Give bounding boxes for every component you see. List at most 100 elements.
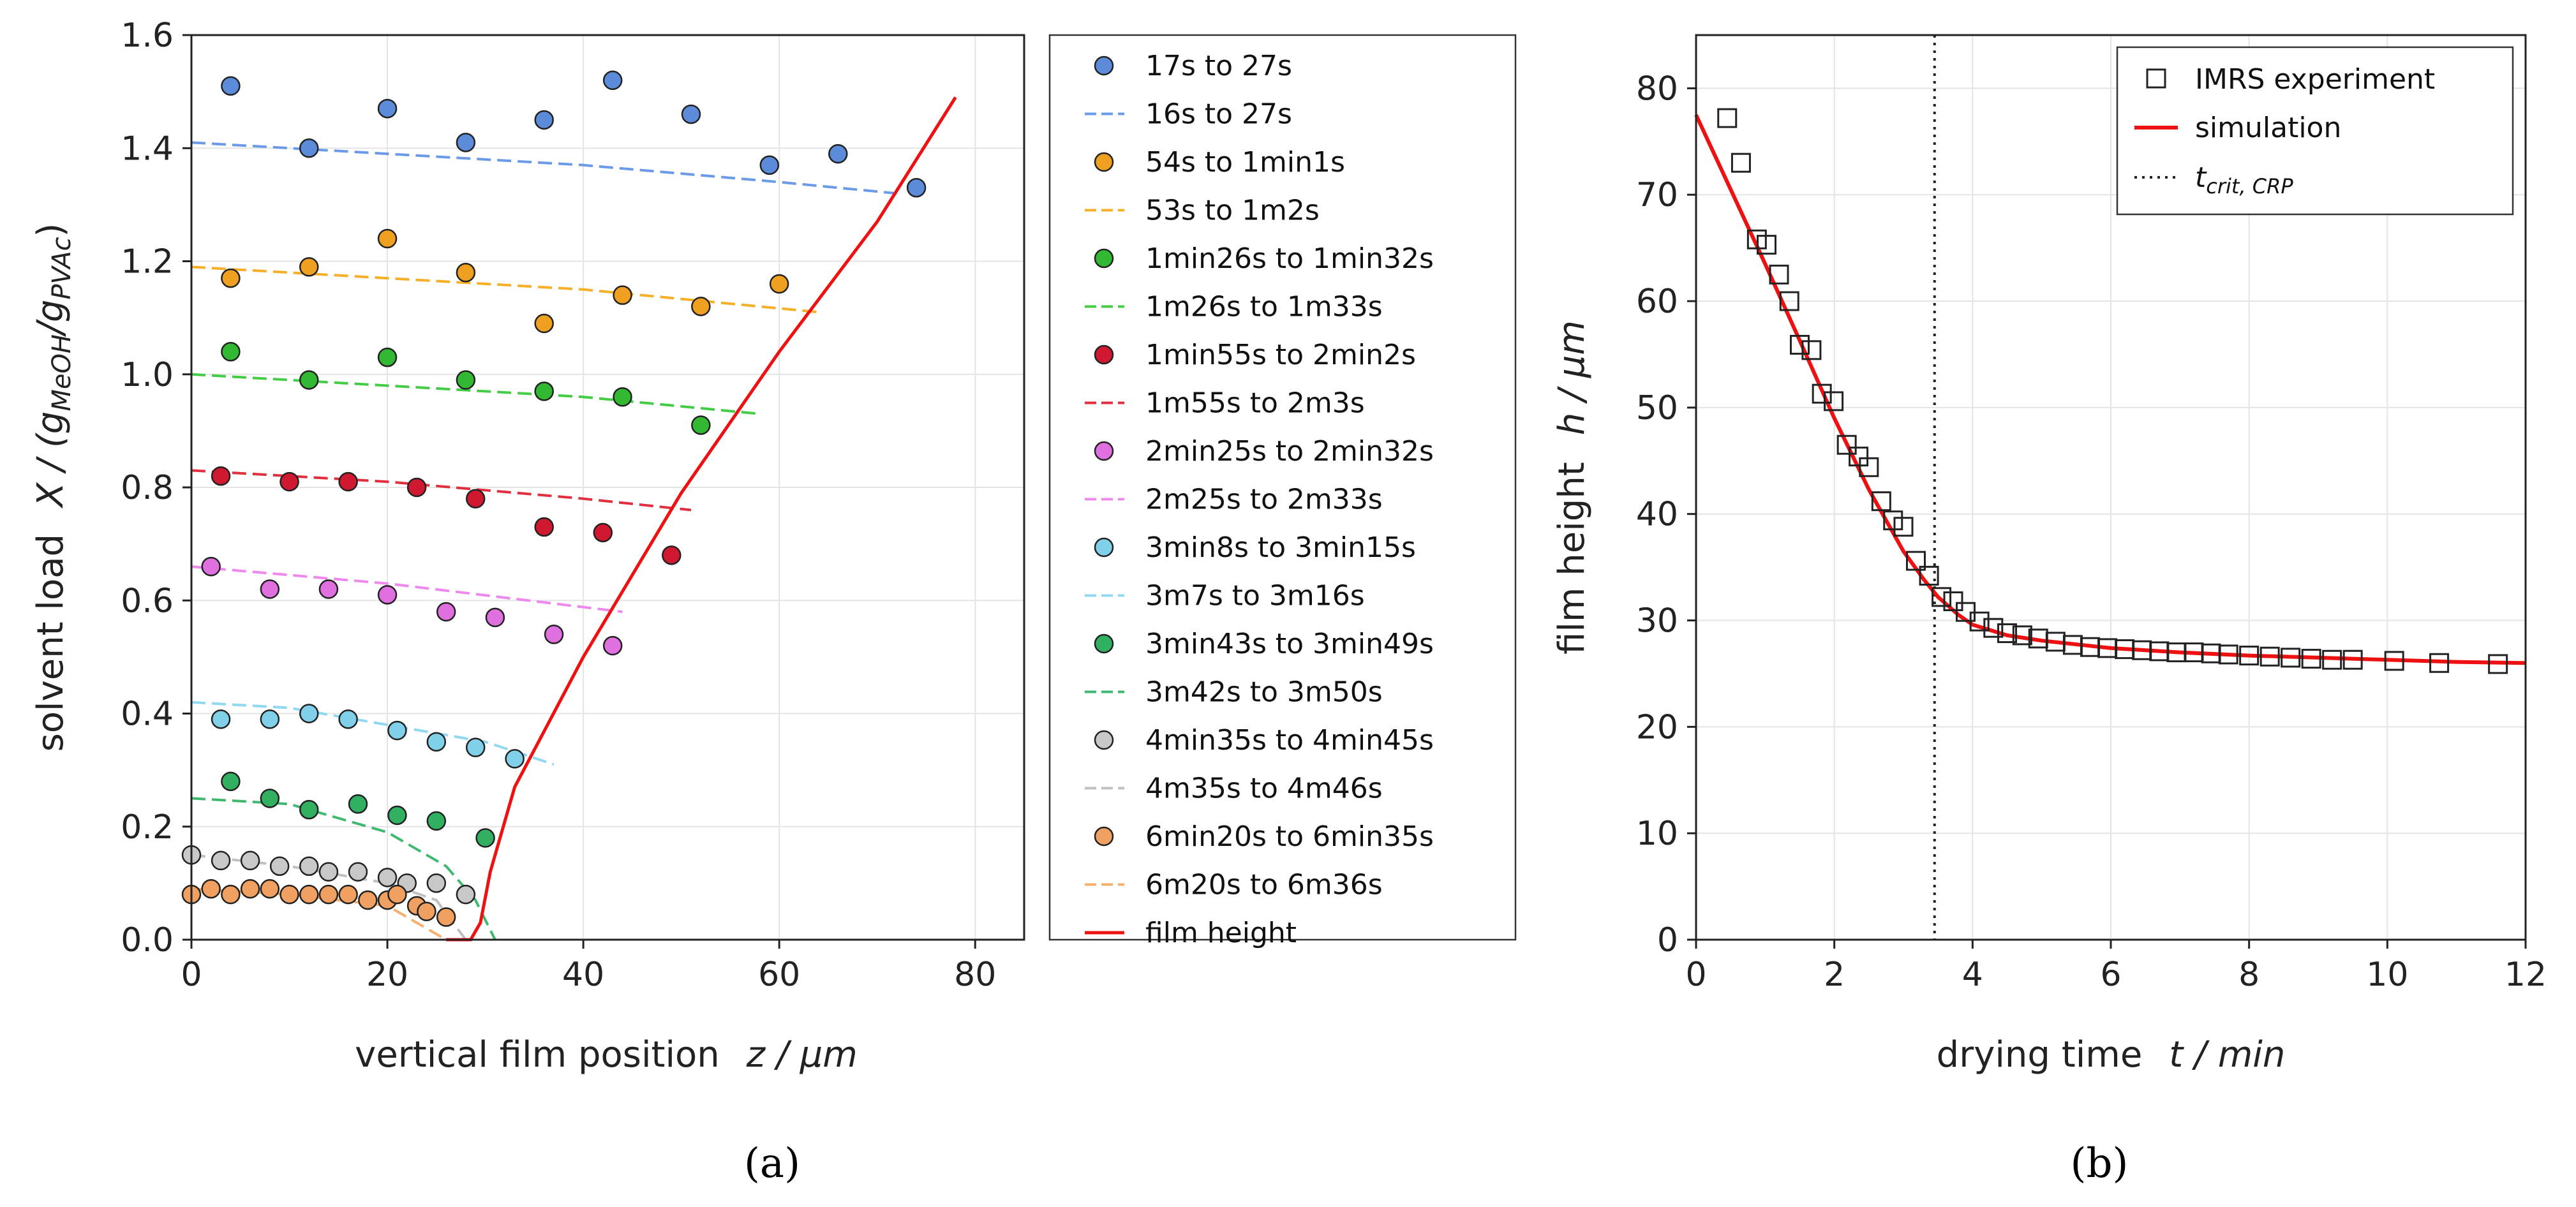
experiment-point: [1983, 618, 2004, 638]
simulated-profile-line: [191, 141, 897, 195]
legend-label: 4min35s to 4min45s: [1145, 724, 1434, 757]
panel-label-a: (a): [744, 1140, 800, 1187]
legend-label: 4m35s to 4m46s: [1145, 773, 1383, 805]
legend-label: 2m25s to 2m33s: [1145, 484, 1383, 516]
legend-marker: [1094, 344, 1114, 365]
experiment-point: [2281, 648, 2301, 668]
measured-point: [348, 794, 368, 814]
measured-point: [662, 545, 681, 565]
simulated-profile-line: [191, 373, 760, 415]
measured-point: [456, 262, 476, 283]
x-tick-label: 8: [2238, 956, 2260, 994]
legend-label: simulation: [2195, 112, 2341, 144]
experiment-point: [2322, 649, 2342, 670]
measured-point: [260, 878, 280, 899]
y-tick-label: 20: [1636, 708, 1678, 746]
experiment-point: [1824, 391, 1844, 411]
measured-point: [426, 732, 447, 752]
panel-label-b: (b): [2071, 1140, 2129, 1187]
legend-marker: [1094, 633, 1114, 654]
legend-label: 6min20s to 6min35s: [1145, 820, 1434, 853]
measured-point: [201, 878, 221, 899]
chart-b-ylabel: film heighth / μm: [1551, 320, 1593, 655]
measured-point: [358, 890, 378, 910]
measured-point: [387, 805, 407, 826]
measured-point: [426, 873, 447, 893]
x-tick-label: 0: [181, 956, 202, 994]
measured-point: [338, 709, 358, 729]
measured-point: [377, 98, 398, 119]
measured-point: [299, 138, 319, 158]
y-tick-label: 40: [1636, 496, 1678, 534]
chart-a-series: [181, 70, 957, 942]
experiment-point: [1790, 334, 1810, 355]
measured-point: [465, 737, 486, 757]
experiment-point: [2384, 651, 2404, 671]
measured-point: [534, 313, 554, 334]
measured-point: [691, 415, 711, 435]
experiment-point: [1883, 510, 1903, 531]
measured-point: [613, 285, 632, 305]
measured-point: [269, 856, 290, 877]
legend-label: 3min43s to 3min49s: [1145, 628, 1434, 660]
legend-square-marker: [2146, 68, 2166, 89]
experiment-point: [2342, 649, 2363, 670]
measured-point: [377, 868, 398, 887]
measured-point: [201, 556, 221, 577]
measured-point: [377, 585, 398, 605]
simulated-profile-line: [191, 700, 555, 766]
simulated-profile-line: [191, 887, 447, 941]
simulated-profile-line: [191, 265, 819, 314]
simulated-profile-line: [191, 469, 692, 512]
y-tick-label: 30: [1636, 602, 1678, 641]
legend-label: 3min8s to 3min15s: [1145, 531, 1416, 564]
measured-point: [691, 297, 711, 316]
experiment-point: [1859, 457, 1879, 477]
legend-label: 16s to 27s: [1145, 98, 1292, 131]
chart-b-xlabel: drying time t / min: [1937, 1034, 2286, 1076]
chart-a-ylabel: solvent loadX / (gMeOH/gPVAc): [30, 223, 77, 752]
x-tick-label: 0: [1685, 956, 1706, 994]
experiment-point: [1893, 517, 1914, 537]
chart-b-series: [1694, 35, 2526, 940]
legend-label: 1min26s to 1min32s: [1145, 242, 1434, 275]
y-tick-label: 0.6: [121, 582, 174, 620]
legend-label: 1m55s to 2m3s: [1145, 387, 1365, 420]
measured-point: [681, 104, 701, 124]
measured-point: [260, 789, 280, 808]
measured-point: [377, 347, 398, 367]
legend-marker: [1094, 826, 1114, 847]
measured-point: [593, 522, 613, 543]
measured-point: [221, 76, 241, 96]
x-tick-label: 6: [2100, 956, 2121, 994]
legend-label: 3m7s to 3m16s: [1145, 580, 1365, 612]
experiment-point: [1801, 340, 1822, 360]
measured-point: [240, 878, 260, 899]
measured-point: [906, 178, 927, 198]
experiment-point: [1997, 623, 2017, 644]
x-tick-label: 12: [2505, 956, 2547, 994]
experiment-point: [2012, 625, 2032, 646]
experiment-point: [1919, 565, 1939, 586]
measured-point: [211, 850, 231, 871]
legend-label: tcrit, CRP: [2195, 161, 2293, 198]
measured-point: [221, 771, 241, 792]
y-tick-label: 0.2: [121, 808, 174, 847]
chart-b: 0 2 4 6 8 10 12 0 10 20 30 40 50 60 70 80 drying time t …: [1551, 34, 2547, 1187]
legend-label: IMRS experiment: [2195, 63, 2435, 96]
y-tick-label: 0: [1657, 921, 1678, 959]
measured-point: [299, 856, 319, 877]
y-tick-label: 10: [1636, 815, 1678, 853]
experiment-point: [1779, 291, 1799, 311]
x-tick-label: 2: [1824, 956, 1845, 994]
measured-point: [456, 370, 476, 390]
measured-point: [221, 884, 241, 905]
measured-point: [505, 749, 525, 769]
y-tick-label: 1.0: [121, 356, 174, 394]
measured-point: [602, 635, 623, 656]
experiment-point: [2488, 654, 2508, 674]
chart-a-legend: [1048, 34, 1517, 941]
y-tick-label: 1.2: [121, 243, 174, 281]
experiment-point: [1943, 591, 1963, 612]
measured-point: [475, 828, 495, 848]
